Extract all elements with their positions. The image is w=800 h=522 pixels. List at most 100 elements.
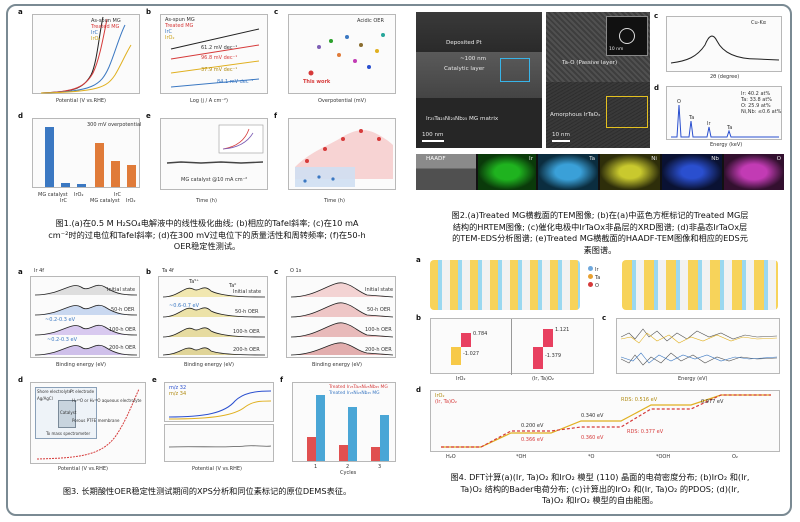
panel-label: a — [416, 256, 421, 264]
divider — [511, 319, 512, 375]
fig1c-plot: Acidic OER This work — [288, 14, 396, 94]
fig1-panel-d: d 300 mV overpotential MG catalyst IrC I… — [18, 112, 142, 208]
chart-title: Ir 4f — [34, 268, 45, 274]
legend-item: IrC — [91, 30, 99, 36]
row-label: 100-h OER — [109, 327, 136, 333]
scale-label: 100 nm — [422, 132, 444, 138]
fig3e-bottom-plot — [164, 424, 274, 462]
ir-map: Ir — [478, 154, 536, 190]
chart-title: Ta 4f — [162, 268, 174, 274]
fig1-panel-c: c Acidic OER This work Overpotential (mV… — [274, 8, 398, 106]
bar — [307, 437, 316, 461]
group-label: IrO₂ — [456, 376, 466, 382]
energy-annotation: 0.200 eV — [521, 423, 544, 429]
panel-label: f — [274, 112, 278, 120]
bar — [543, 329, 553, 347]
fig3a-spectra — [34, 284, 138, 356]
schematic-label: To mass spectrometer — [46, 431, 91, 436]
scale-label: 10 nm — [552, 132, 570, 138]
schematic-label: Shore electrolyte — [37, 389, 72, 394]
caption-line: OER稳定性测试。 — [173, 241, 241, 251]
catalytic-layer — [416, 52, 542, 98]
fig3-panel-d: d Shore electrolyte Pt electrode Ag/AgCl… — [18, 376, 148, 476]
map-label: Ir — [529, 156, 533, 162]
peak-label: Ir — [707, 121, 711, 127]
fig3f-plot: Treated Ir₂₅Ta₂₅Ni₂₅Nb₂₅ MG Treated Ir₂₅… — [292, 382, 396, 462]
chart-note: 300 mV overpotential — [87, 122, 142, 128]
energy-annotation: 0.977 eV — [701, 399, 724, 405]
bar — [371, 447, 380, 461]
panel-label: d — [416, 386, 422, 394]
fig1b-lines — [170, 28, 260, 88]
schematic-label: Pt electrode — [70, 389, 95, 394]
bar — [533, 347, 543, 369]
fig2-panel-d: d O Ta Ir Ta Ir: 40.2 at% Ta: 33.8 at% O… — [654, 84, 784, 150]
energy-annotation: 0.366 eV — [521, 437, 544, 443]
caption-line: Ta)O₂ 和IrO₂ 模型的自由能图。 — [542, 495, 658, 505]
row-label: 100-h OER — [233, 329, 260, 335]
fig2-panel-c: c Cu-Kα 2θ (degree) — [654, 12, 784, 82]
fig1a-plot: As-spun MG Treated MG IrC IrO₂ — [32, 14, 140, 94]
legend-item: m/z 34 — [169, 391, 187, 397]
step-label: *OOH — [656, 454, 671, 460]
mg-matrix — [416, 98, 542, 148]
layer-label: Ir₂₅Ta₂₅Ni₂₅Nb₂₅ MG matrix — [426, 116, 499, 122]
bar — [348, 407, 357, 461]
legend-item: IrC — [165, 29, 173, 35]
composition-item: O: 25.9 at% — [741, 103, 771, 109]
figure-2-caption: 图2.(a)Treated MG横截面的TEM图像; (b)在(a)中蓝色方框标… — [412, 210, 788, 256]
row-label: 100-h OER — [365, 327, 392, 333]
electrochemical-cell — [58, 400, 76, 428]
x-axis-label: Potential (V vs.RHE) — [56, 98, 106, 104]
x-axis-label: Time (h) — [196, 198, 217, 204]
category-label: 3 — [378, 464, 382, 470]
step-label: *O — [588, 454, 595, 460]
fig4d-plot: IrO₂ (Ir, Ta)O₂ 0.200 eV 0.340 eV RDS: 0… — [430, 390, 780, 452]
shift-label: ~0.6-0.7 eV — [169, 303, 199, 309]
fig3-panel-f: f Treated Ir₂₅Ta₂₅Ni₂₅Nb₂₅ MG Treated Ir… — [280, 376, 398, 476]
legend-item: (Ir, Ta)O₂ — [435, 399, 457, 405]
schematic-label: H₂¹⁸O or H₂¹⁶O aqueous electrolyte — [72, 398, 142, 403]
region-label: Ta-O (Passive layer) — [562, 60, 618, 66]
fig3e-top-plot: m/z 32 m/z 34 — [164, 382, 274, 422]
value-label: -1.379 — [545, 353, 562, 359]
figure-3-caption: 图3. 长期酸性OER稳定性测试期间的XPS分析和同位素标记的原位DEMS表征。 — [14, 486, 400, 498]
chart-annotation: MG catalyst @10 mA cm⁻² — [181, 177, 248, 183]
o-map: O — [724, 154, 784, 190]
caption-line: Ta)O₂ 结构的Bader电荷分布; (c)计算出的IrO₂ 和(Ir, Ta… — [460, 483, 740, 494]
peak-label: Ta — [727, 125, 733, 131]
chart-title: Acidic OER — [357, 18, 384, 24]
legend-item: IrO₂ — [435, 393, 445, 399]
legend-item: As-spun MG — [91, 18, 121, 24]
category-label: IrO₂ — [126, 198, 136, 204]
chart-title: O 1s — [290, 268, 302, 274]
fig2-panel-b: b 10 nm Ta-O (Passive layer) Amorphous I… — [546, 12, 650, 148]
fig1b-plot: As-spun MG Treated MG IrC IrO₂ 61.2 mV d… — [160, 14, 268, 94]
x-axis-label: Potential (V vs.RHE) — [58, 466, 108, 472]
row-label: Initial state — [233, 289, 262, 295]
bar — [451, 347, 461, 365]
bar — [61, 183, 70, 187]
x-axis-label: Energy (eV) — [678, 376, 708, 382]
fig4d-energy-steps — [441, 394, 771, 448]
x-axis-label: Binding energy (eV) — [184, 362, 234, 368]
iro2-charge-map — [622, 260, 778, 310]
caption-line: 的TEM-EDS分析图谱; (e)Treated MG横截面的HAADF-TEM… — [452, 233, 748, 243]
caption-line: cm⁻²时的过电位和Tafel斜率; (d)在300 mV过电位下的质量活性和周… — [48, 229, 366, 240]
scale-label: 10 nm — [609, 47, 624, 52]
legend-item: O — [595, 283, 599, 289]
group-label: (Ir, Ta)O₂ — [532, 376, 554, 382]
panel-label: c — [654, 12, 659, 20]
x-axis-label: 2θ (degree) — [710, 74, 740, 80]
composition-item: Ni,Nb: ≤0.6 at% — [741, 109, 782, 115]
legend-item: IrO₂ — [165, 35, 175, 41]
legend-item: Ta — [595, 275, 601, 281]
fig2c-xrd-curve — [670, 35, 780, 64]
fig2-panel-a: a Deposited Pt Catalytic layer ~100 nm I… — [416, 12, 542, 148]
map-label: O — [776, 156, 781, 162]
x-axis-label: Overpotential (mV) — [318, 98, 367, 104]
legend-item: Treated Ir₂₅Ta₂₅Ni₂₅Nb₂₅ MG — [329, 385, 388, 390]
panel-label: c — [274, 268, 279, 276]
layer-label: Deposited Pt — [446, 40, 482, 46]
fig3b-spectra — [162, 287, 266, 356]
